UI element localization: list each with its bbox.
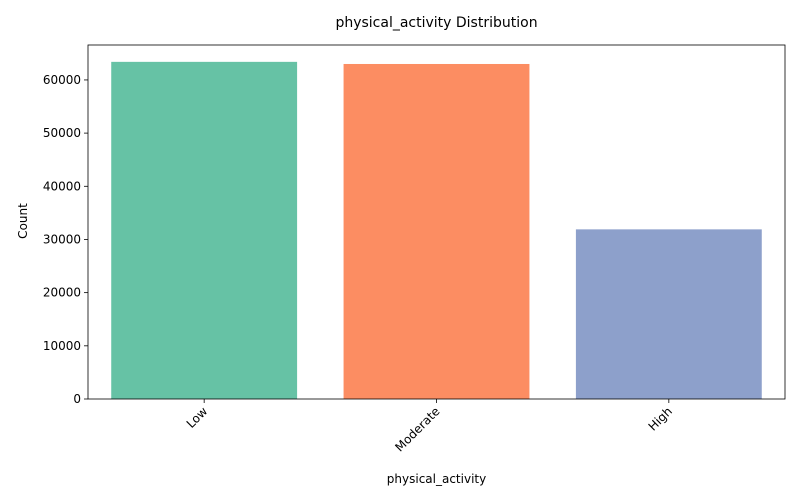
- y-tick-label: 50000: [43, 126, 81, 140]
- x-axis-label: physical_activity: [387, 472, 486, 486]
- y-axis-ticks: 0 10000 20000 30000 40000 50000 60000: [43, 73, 88, 406]
- bar-series: [111, 61, 762, 400]
- bar-high: [575, 229, 762, 399]
- chart-title: physical_activity Distribution: [335, 15, 537, 31]
- y-tick-label: 0: [73, 392, 81, 406]
- bar-moderate: [343, 63, 530, 400]
- y-tick-label: 10000: [43, 339, 81, 353]
- y-tick-label: 30000: [43, 232, 81, 246]
- plot-area-frame: [87, 44, 786, 400]
- y-axis-label: Count: [16, 203, 30, 239]
- x-tick-label: Moderate: [392, 404, 442, 454]
- x-tick-label: Low: [184, 404, 211, 431]
- y-tick-label: 40000: [43, 179, 81, 193]
- bar-low: [111, 61, 298, 399]
- y-tick-label: 20000: [43, 286, 81, 300]
- x-axis-ticks: Low Moderate High: [184, 399, 675, 454]
- x-tick-label: High: [646, 404, 675, 433]
- y-tick-label: 60000: [43, 73, 81, 87]
